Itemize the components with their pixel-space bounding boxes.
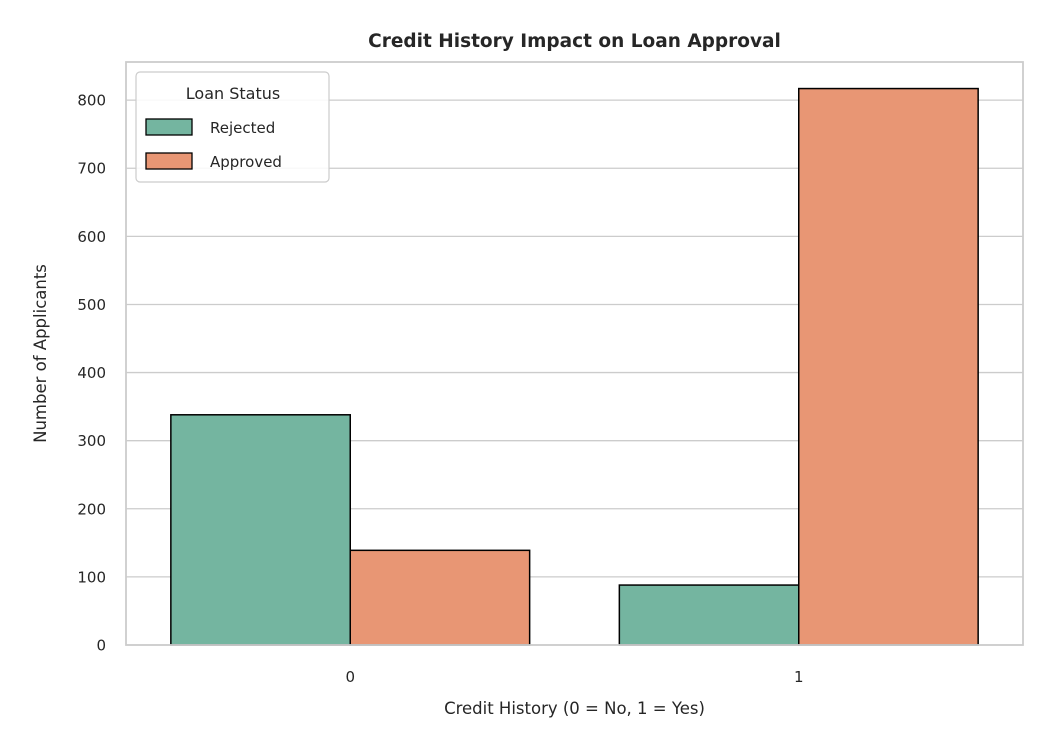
bar-approved-0 [349, 549, 531, 646]
legend-swatch-rejected [145, 118, 193, 136]
legend-label-approved: Approved [210, 153, 282, 171]
y-tick-label: 200 [77, 500, 106, 518]
bar-rejected-1 [618, 584, 800, 646]
y-tick-label: 500 [77, 296, 106, 314]
legend: Loan Status Rejected Approved [135, 71, 330, 183]
x-tick-label: 1 [794, 668, 804, 686]
y-tick-label: 300 [77, 432, 106, 450]
bar-approved-1 [798, 87, 979, 646]
bar-rejected-0 [170, 414, 351, 646]
y-tick-labels: 0 100 200 300 400 500 600 700 800 [77, 92, 106, 655]
y-tick-label: 0 [96, 637, 106, 655]
legend-title: Loan Status [186, 84, 280, 103]
x-tick-label: 0 [345, 668, 355, 686]
y-tick-label: 100 [77, 568, 106, 586]
chart-title: Credit History Impact on Loan Approval [368, 31, 781, 52]
legend-label-rejected: Rejected [210, 119, 275, 137]
y-tick-label: 700 [77, 160, 106, 178]
y-axis-label: Number of Applicants [31, 264, 50, 443]
plot-frame [125, 61, 1024, 646]
y-tick-label: 800 [77, 92, 106, 110]
legend-swatch-approved [145, 152, 193, 170]
bars [170, 87, 979, 646]
y-tick-label: 600 [77, 228, 106, 246]
y-tick-label: 400 [77, 364, 106, 382]
x-axis-label: Credit History (0 = No, 1 = Yes) [444, 699, 705, 718]
legend-items: Rejected Approved [145, 118, 282, 171]
